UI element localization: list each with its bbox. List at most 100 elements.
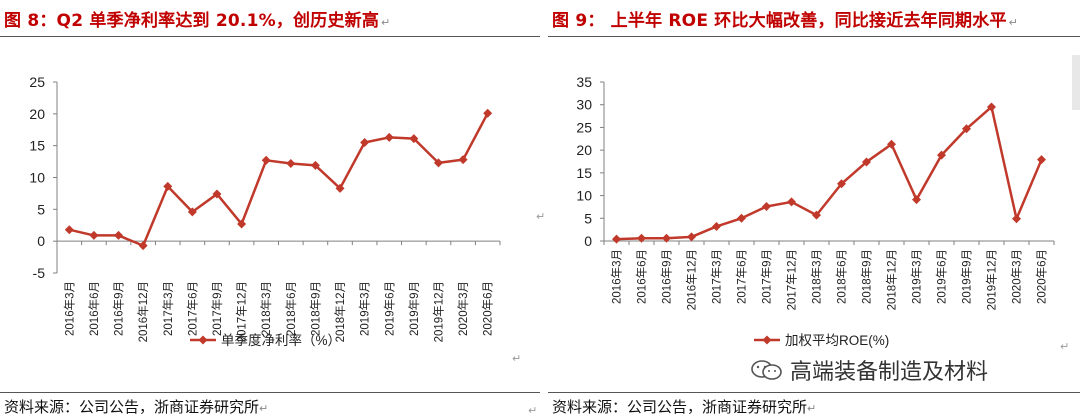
x-tick-label: 2016年12月 bbox=[685, 249, 699, 310]
data-point bbox=[409, 134, 419, 144]
x-tick-label: 2016年6月 bbox=[635, 249, 649, 304]
x-tick-label: 2019年6月 bbox=[382, 281, 396, 336]
bottom-rule bbox=[0, 392, 540, 393]
data-point bbox=[433, 158, 443, 168]
x-tick-label: 2019年3月 bbox=[910, 249, 924, 304]
return-mark-icon: ↵ bbox=[512, 352, 522, 365]
x-tick-label: 2017年3月 bbox=[710, 249, 724, 304]
data-point bbox=[163, 181, 173, 191]
figure-8-title-text: 图 8：Q2 单季净利率达到 20.1%，创历史新高 bbox=[4, 11, 380, 31]
y-tick-label: 15 bbox=[29, 138, 45, 154]
data-point bbox=[237, 219, 247, 229]
x-tick-label: 2018年9月 bbox=[308, 281, 322, 336]
data-point bbox=[261, 155, 271, 165]
legend-label: 加权平均ROE(%) bbox=[785, 332, 889, 348]
left-panel: 图 8：Q2 单季净利率达到 20.1%，创历史新高 ↵ -5 0 5 10 15 20 25… bbox=[0, 11, 545, 417]
x-tick-label: 2016年3月 bbox=[610, 249, 624, 304]
y-tick-label: 20 bbox=[29, 106, 45, 122]
y-tick-label: 0 bbox=[37, 233, 45, 249]
x-tick-label: 2017年9月 bbox=[210, 281, 224, 336]
x-tick-label: 2019年12月 bbox=[985, 249, 999, 310]
x-tick-label: 2018年6月 bbox=[835, 249, 849, 304]
x-tick-label: 2017年6月 bbox=[735, 249, 749, 304]
data-point bbox=[812, 210, 821, 220]
data-point bbox=[887, 139, 896, 149]
x-tick-label: 2018年3月 bbox=[259, 281, 273, 336]
data-point bbox=[787, 197, 796, 207]
top-rule bbox=[0, 36, 540, 37]
data-point bbox=[712, 221, 721, 231]
data-point bbox=[384, 132, 394, 142]
data-point bbox=[114, 230, 124, 240]
figure-9-title-text: 图 9： 上半年 ROE 环比大幅改善，同比接近去年同期水平 bbox=[552, 11, 1007, 31]
x-tick-label: 2019年9月 bbox=[960, 249, 974, 304]
net-margin-chart: -5 0 5 10 15 20 25 2016年3月 2016年6月 2016年9月 2016年12… bbox=[29, 74, 501, 348]
x-tick-label: 2018年9月 bbox=[860, 249, 874, 304]
x-tick-label: 2017年6月 bbox=[185, 281, 199, 336]
x-tick-label: 2016年9月 bbox=[112, 281, 126, 336]
series-line bbox=[616, 105, 1043, 241]
x-tick-label: 2017年12月 bbox=[785, 249, 799, 310]
y-tick-label: 5 bbox=[584, 210, 592, 226]
data-point bbox=[64, 225, 74, 235]
data-point bbox=[187, 207, 197, 217]
data-point bbox=[637, 233, 646, 243]
data-point bbox=[360, 137, 370, 147]
x-tick-label: 2017年9月 bbox=[760, 249, 774, 304]
return-mark-icon: ↵ bbox=[259, 402, 269, 415]
top-rule bbox=[548, 36, 1080, 37]
y-tick-label: 25 bbox=[29, 74, 45, 90]
x-tick-label: 2019年6月 bbox=[935, 249, 949, 304]
x-tick-label: 2017年12月 bbox=[235, 281, 249, 342]
right-panel: 图 9： 上半年 ROE 环比大幅改善，同比接近去年同期水平 ↵ 0 5 10 15 20… bbox=[548, 0, 1080, 420]
data-point bbox=[138, 241, 148, 251]
x-tick-label: 2017年3月 bbox=[161, 281, 175, 336]
x-tick-label: 2016年12月 bbox=[136, 281, 150, 342]
right-source-text: 资料来源：公司公告，浙商证券研究所 bbox=[552, 398, 808, 416]
wechat-icon bbox=[751, 360, 782, 380]
data-point bbox=[662, 233, 671, 243]
return-mark-icon: ↵ bbox=[1008, 16, 1019, 29]
data-point bbox=[987, 102, 996, 112]
return-mark-icon: ↵ bbox=[536, 210, 546, 223]
x-tick-label: 2016年9月 bbox=[660, 249, 674, 304]
side-scroll-tab[interactable] bbox=[1072, 55, 1080, 110]
y-tick-label: 35 bbox=[576, 74, 592, 90]
data-point bbox=[612, 234, 621, 244]
y-tick-label: 25 bbox=[576, 119, 592, 135]
x-tick-label: 2018年6月 bbox=[284, 281, 298, 336]
y-tick-label: 10 bbox=[576, 188, 592, 204]
y-tick-label: 5 bbox=[37, 201, 45, 217]
data-point bbox=[310, 160, 320, 170]
x-tick-label: 2020年3月 bbox=[1010, 249, 1024, 304]
data-point bbox=[737, 213, 746, 223]
x-tick-label: 2020年6月 bbox=[481, 281, 495, 336]
data-point bbox=[335, 183, 345, 193]
data-point bbox=[837, 179, 846, 189]
x-tick-label: 2019年12月 bbox=[431, 281, 445, 342]
data-point bbox=[687, 232, 696, 242]
figure-9-title: 图 9： 上半年 ROE 环比大幅改善，同比接近去年同期水平 ↵ bbox=[552, 6, 1018, 31]
data-point bbox=[937, 150, 946, 160]
legend-marker bbox=[198, 335, 208, 345]
data-point bbox=[762, 201, 771, 211]
x-tick-label: 2019年3月 bbox=[358, 281, 372, 336]
series-line bbox=[69, 112, 489, 247]
x-tick-label: 2019年9月 bbox=[407, 281, 421, 336]
left-source: 资料来源：公司公告，浙商证券研究所↵ bbox=[4, 396, 268, 417]
y-tick-label: 30 bbox=[576, 97, 592, 113]
data-point bbox=[458, 155, 468, 165]
x-tick-label: 2020年3月 bbox=[456, 281, 470, 336]
watermark: 高端装备制造及材料 bbox=[750, 354, 988, 386]
y-tick-label: -5 bbox=[33, 265, 46, 281]
x-tick-label: 2018年12月 bbox=[885, 249, 899, 310]
x-tick-label: 2018年12月 bbox=[333, 281, 347, 342]
data-point bbox=[862, 157, 871, 167]
data-point bbox=[1037, 155, 1046, 165]
y-tick-label: 0 bbox=[584, 233, 592, 249]
y-tick-label: 10 bbox=[29, 170, 45, 186]
y-tick-label: 20 bbox=[576, 142, 592, 158]
data-point bbox=[912, 195, 921, 205]
return-mark-icon: ↵ bbox=[381, 16, 391, 29]
return-mark-icon: ↵ bbox=[528, 404, 538, 417]
